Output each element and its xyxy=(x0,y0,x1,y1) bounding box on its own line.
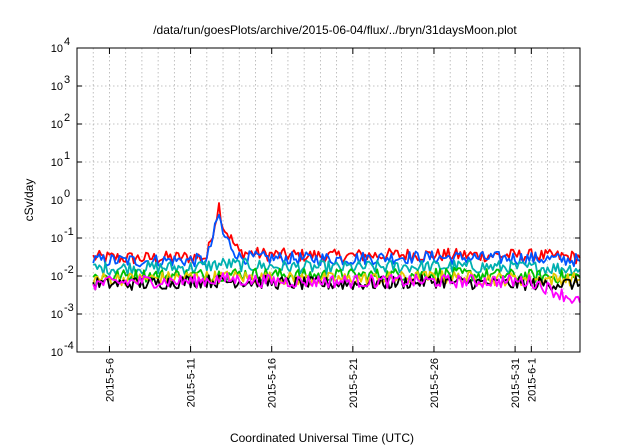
y-tick-label: 10 xyxy=(51,309,63,321)
x-tick-label: 2015-5-26 xyxy=(429,358,441,408)
x-tick-label: 2015-5-31 xyxy=(510,358,522,408)
series-line-3 xyxy=(92,266,581,284)
y-tick-exponent: 0 xyxy=(64,188,70,200)
y-tick-exponent: -1 xyxy=(64,226,74,238)
y-tick-label: 10 xyxy=(51,271,63,283)
y-tick-exponent: -3 xyxy=(64,302,74,314)
y-tick-exponent: 1 xyxy=(64,150,70,162)
y-tick-label: 10 xyxy=(51,157,63,169)
x-tick-label: 2015-6-1 xyxy=(526,358,538,402)
x-tick-label: 2015-5-11 xyxy=(186,358,198,407)
y-tick-exponent: -2 xyxy=(64,264,74,276)
y-tick-exponent: 4 xyxy=(64,36,70,48)
x-tick-layer: 2015-5-6 2015-5-11 2015-5-16 2015-5-21 2015-… xyxy=(104,48,538,408)
y-tick-label: 10 xyxy=(51,233,63,245)
y-tick-label: 10 xyxy=(51,195,63,207)
series-line-2 xyxy=(93,257,581,276)
grid-layer xyxy=(76,47,581,353)
x-tick-label: 2015-5-16 xyxy=(267,358,279,408)
x-tick-label: 2015-5-6 xyxy=(104,358,116,402)
series-line-1 xyxy=(92,213,581,268)
y-tick-label: 10 xyxy=(51,43,63,55)
x-tick-label: 2015-5-21 xyxy=(348,358,360,408)
y-tick-exponent: -4 xyxy=(64,340,74,352)
series-line-6 xyxy=(92,272,581,304)
y-tick-exponent: 3 xyxy=(64,74,70,86)
series-layer xyxy=(92,202,581,304)
plot-area-frame xyxy=(76,47,581,353)
y-tick-label: 10 xyxy=(51,347,63,359)
y-tick-label: 10 xyxy=(51,81,63,93)
y-axis-label: cSv/day xyxy=(22,179,36,222)
y-tick-label: 10 xyxy=(51,119,63,131)
y-tick-exponent: 2 xyxy=(64,112,70,124)
x-axis-label: Coordinated Universal Time (UTC) xyxy=(230,431,414,445)
chart-title: /data/run/goesPlots/archive/2015-06-04/f… xyxy=(153,23,517,37)
